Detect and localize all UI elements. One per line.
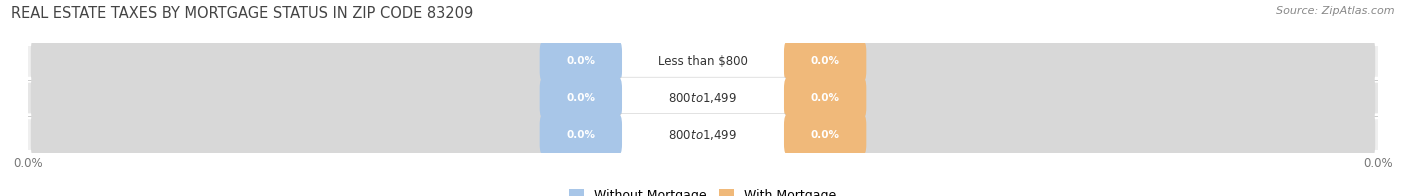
FancyBboxPatch shape — [785, 41, 866, 82]
Text: 0.0%: 0.0% — [567, 56, 595, 66]
Text: 0.0%: 0.0% — [567, 130, 595, 140]
FancyBboxPatch shape — [619, 77, 787, 119]
FancyBboxPatch shape — [28, 46, 1378, 77]
FancyBboxPatch shape — [540, 77, 621, 119]
Text: Source: ZipAtlas.com: Source: ZipAtlas.com — [1277, 6, 1395, 16]
FancyBboxPatch shape — [28, 83, 1378, 113]
Text: 0.0%: 0.0% — [567, 93, 595, 103]
Text: Less than $800: Less than $800 — [658, 55, 748, 68]
FancyBboxPatch shape — [31, 112, 1375, 157]
Text: $800 to $1,499: $800 to $1,499 — [668, 128, 738, 142]
Text: 0.0%: 0.0% — [811, 56, 839, 66]
FancyBboxPatch shape — [540, 41, 621, 82]
FancyBboxPatch shape — [31, 39, 1375, 84]
FancyBboxPatch shape — [785, 114, 866, 155]
Text: 0.0%: 0.0% — [811, 93, 839, 103]
FancyBboxPatch shape — [31, 76, 1375, 120]
FancyBboxPatch shape — [540, 114, 621, 155]
Text: 0.0%: 0.0% — [811, 130, 839, 140]
FancyBboxPatch shape — [28, 119, 1378, 150]
FancyBboxPatch shape — [619, 41, 787, 82]
Text: REAL ESTATE TAXES BY MORTGAGE STATUS IN ZIP CODE 83209: REAL ESTATE TAXES BY MORTGAGE STATUS IN … — [11, 6, 474, 21]
FancyBboxPatch shape — [785, 77, 866, 119]
Text: $800 to $1,499: $800 to $1,499 — [668, 91, 738, 105]
FancyBboxPatch shape — [619, 114, 787, 155]
Legend: Without Mortgage, With Mortgage: Without Mortgage, With Mortgage — [564, 184, 842, 196]
